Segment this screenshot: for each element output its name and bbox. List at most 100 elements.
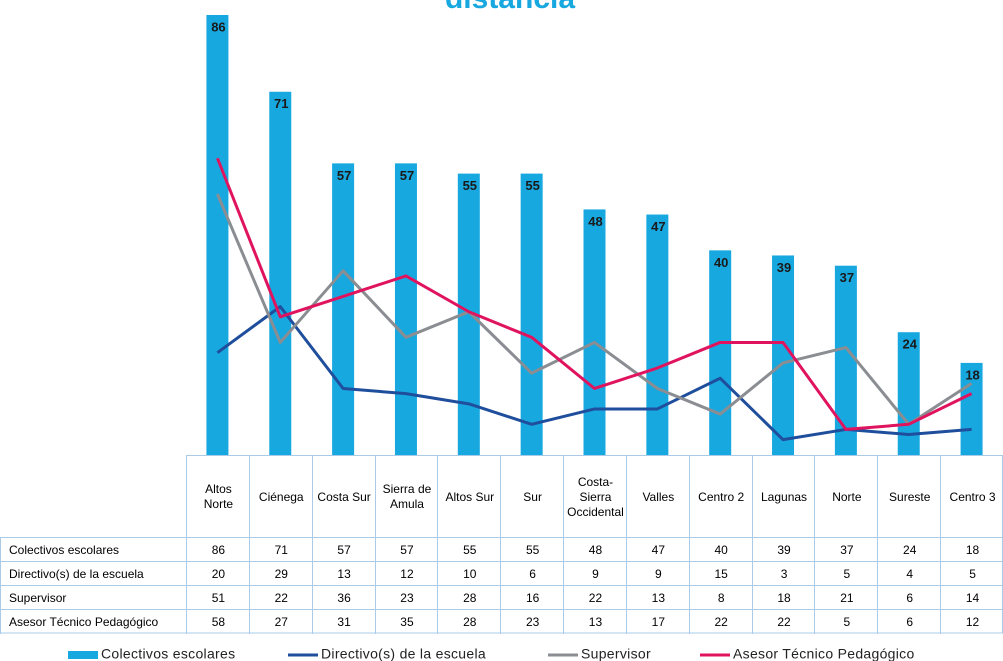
table-cell: 12 — [940, 609, 1003, 634]
data-label: 47 — [651, 219, 665, 234]
table-header: Sierra de Amula — [374, 455, 439, 538]
table-header: Costa Sur — [311, 455, 376, 538]
table-header: Costa-Sierra Occidental — [563, 455, 627, 538]
bar — [206, 15, 229, 455]
table-cell: 17 — [625, 609, 690, 634]
table-header: Centro 3 — [940, 455, 1003, 538]
legend-label: Directivo(s) de la escuela — [321, 646, 486, 661]
bar — [457, 173, 480, 455]
table-cell: 9 — [563, 561, 627, 586]
table-cell: 22 — [248, 585, 313, 610]
table-header: Valles — [625, 455, 690, 538]
bar — [834, 265, 857, 455]
table-cell: 14 — [940, 585, 1003, 610]
table-cell: 8 — [688, 585, 753, 610]
table-cell: 51 — [186, 585, 250, 610]
data-label: 39 — [777, 260, 791, 275]
data-label: 48 — [588, 214, 602, 229]
table-cell: 13 — [311, 561, 376, 586]
bar — [520, 173, 543, 455]
table-cell: 10 — [437, 561, 502, 586]
bar — [394, 163, 417, 456]
table-cell: 36 — [311, 585, 376, 610]
legend-label: Asesor Técnico Pedagógico — [733, 646, 915, 661]
data-label: 71 — [274, 96, 288, 111]
bar — [709, 250, 732, 455]
table-cell: 29 — [248, 561, 313, 586]
table-cell: 28 — [437, 609, 502, 634]
legend-label: Colectivos escolares — [101, 646, 235, 661]
data-label: 55 — [463, 178, 477, 193]
row-label: Directivo(s) de la escuela — [0, 561, 187, 586]
table-cell: 18 — [940, 537, 1003, 562]
table-cell: 22 — [563, 585, 627, 610]
data-label: 86 — [211, 19, 225, 34]
table-cell: 4 — [877, 561, 942, 586]
data-label: 24 — [902, 337, 917, 352]
legend-swatch — [68, 651, 98, 659]
data-label: 40 — [714, 255, 728, 270]
table-header: Ciénega — [248, 455, 313, 538]
table-cell: 39 — [751, 537, 816, 562]
bar — [583, 209, 606, 455]
bar — [772, 255, 795, 455]
table-cell: 3 — [751, 561, 816, 586]
table-cell: 86 — [186, 537, 250, 562]
table-header: Altos Sur — [437, 455, 502, 538]
table-cell: 6 — [877, 609, 942, 634]
table-header: Centro 2 — [688, 455, 753, 538]
line — [216, 157, 973, 431]
legend-label: Supervisor — [581, 646, 651, 661]
table-cell: 23 — [374, 585, 439, 610]
table-cell: 13 — [625, 585, 690, 610]
bar — [332, 163, 355, 456]
table-cell: 5 — [814, 609, 879, 634]
table-header: Norte — [814, 455, 879, 538]
table-header: Sur — [500, 455, 565, 538]
table-cell: 22 — [751, 609, 816, 634]
table-cell: 48 — [563, 537, 627, 562]
table-cell: 24 — [877, 537, 942, 562]
data-label: 57 — [400, 168, 414, 183]
table-cell: 12 — [374, 561, 439, 586]
table-cell: 9 — [625, 561, 690, 586]
table-cell: 15 — [688, 561, 753, 586]
row-label: Asesor Técnico Pedagógico — [0, 609, 187, 634]
table-cell: 22 — [688, 609, 753, 634]
table-cell: 5 — [940, 561, 1003, 586]
row-label: Colectivos escolares — [0, 537, 187, 562]
table-cell: 16 — [500, 585, 565, 610]
table-cell: 37 — [814, 537, 879, 562]
table-cell: 47 — [625, 537, 690, 562]
row-label: Supervisor — [0, 585, 187, 610]
bar — [269, 91, 292, 455]
data-label: 37 — [840, 270, 854, 285]
table-cell: 27 — [248, 609, 313, 634]
table-cell: 5 — [814, 561, 879, 586]
table-cell: 23 — [500, 609, 565, 634]
table-header: Altos Norte — [186, 455, 250, 538]
table-cell: 21 — [814, 585, 879, 610]
table-header: Lagunas — [751, 455, 816, 538]
data-label: 57 — [337, 168, 351, 183]
table-cell: 31 — [311, 609, 376, 634]
table-cell: 55 — [500, 537, 565, 562]
table-cell: 28 — [437, 585, 502, 610]
data-label: 18 — [965, 367, 979, 382]
table-cell: 57 — [311, 537, 376, 562]
table-cell: 35 — [374, 609, 439, 634]
chart-title: distancia — [445, 0, 575, 15]
table-cell: 40 — [688, 537, 753, 562]
table-cell: 71 — [248, 537, 313, 562]
table-header: Sureste — [877, 455, 942, 538]
table-cell: 57 — [374, 537, 439, 562]
table-cell: 13 — [563, 609, 627, 634]
table-cell: 20 — [186, 561, 250, 586]
table-cell: 55 — [437, 537, 502, 562]
bar — [646, 214, 669, 455]
line — [216, 193, 973, 426]
table-cell: 58 — [186, 609, 250, 634]
data-label: 55 — [525, 178, 539, 193]
